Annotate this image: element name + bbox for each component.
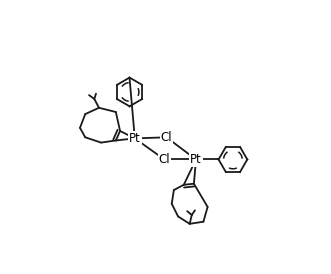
Text: Pt: Pt xyxy=(129,132,141,145)
Text: Pt: Pt xyxy=(190,153,202,166)
Text: Cl: Cl xyxy=(159,153,170,166)
Text: Cl: Cl xyxy=(161,131,172,144)
